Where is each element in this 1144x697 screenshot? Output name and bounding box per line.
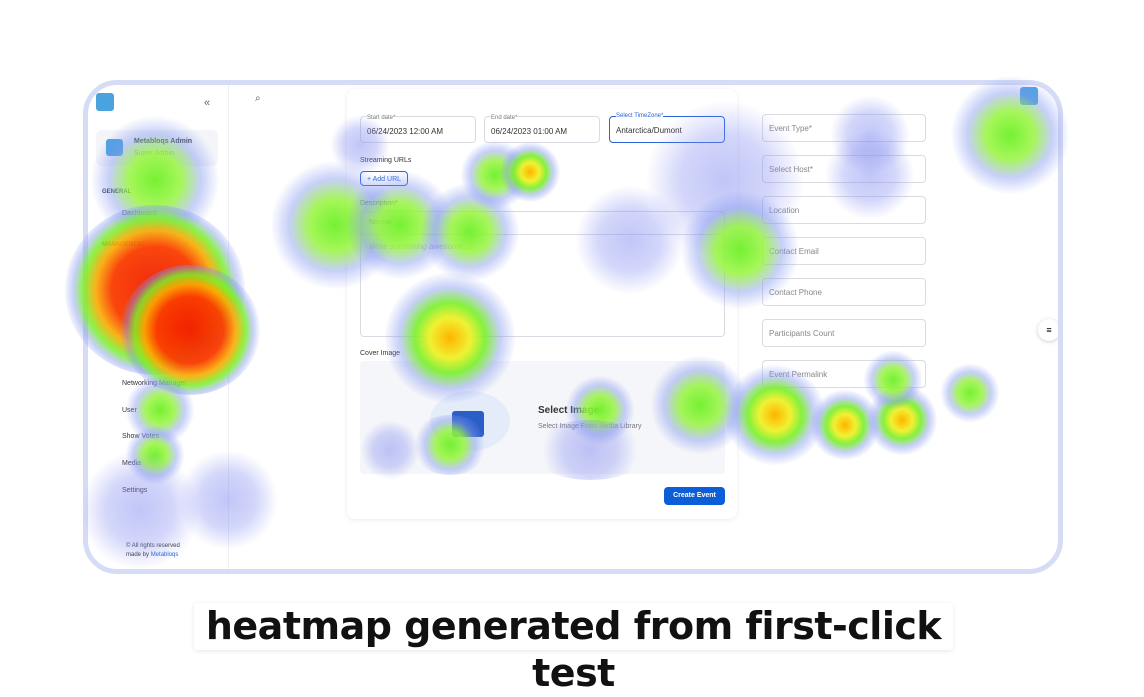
image-picker[interactable]: Select Image Select Image From Media Lib… [360,361,725,474]
company-link[interactable]: Metabloqs [150,552,179,558]
logo [1020,87,1038,105]
role: Super Admin [134,150,175,157]
rich-text-editor[interactable]: Normal Write something awesome... [360,211,725,337]
app-window: « Metabloqs Admin Super Admin GENERAL Da… [83,80,1063,574]
profile-card[interactable]: Metabloqs Admin Super Admin [96,130,218,166]
illustration-box [452,411,484,437]
sidebar: « Metabloqs Admin Super Admin GENERAL Da… [88,85,229,569]
footer-made-by: made by Metabloqs [126,552,178,558]
menu-item[interactable]: Networking Manager [122,380,187,387]
menu-item[interactable]: Show Votes [122,433,159,440]
footer-rights: © All rights reserved [126,543,180,549]
placeholder: Event Type* [769,124,812,133]
label: Cover Image [360,350,401,357]
search-icon[interactable]: ⌕ [255,93,261,104]
select-image-title: Select Image [538,405,600,416]
brand: Metabloqs Admin [134,138,193,145]
editor-placeholder: Write something awesome... [369,242,470,251]
menu-item[interactable]: Settings [122,487,148,494]
avatar [106,139,123,156]
permalink-input[interactable]: Event Permalink [762,360,926,388]
format-select[interactable]: Normal [369,219,392,226]
location-input[interactable]: Location [762,196,926,224]
field-value: 06/24/2023 12:00 AM [367,127,444,136]
button-text: Add URL [372,176,402,183]
menu-item[interactable]: Dashboard [122,210,157,217]
event-type-select[interactable]: Event Type* [762,114,926,142]
made-by: made by [126,552,150,558]
host-select[interactable]: Select Host* [762,155,926,183]
placeholder: Participants Count [769,329,835,338]
start-date[interactable]: Start date* 06/24/2023 12:00 AM [360,115,476,143]
select-image-hint: Select Image From Media Library [538,423,642,430]
section-title: MANAGEMENT [102,242,146,248]
section-title: GENERAL [102,189,132,195]
participants-input[interactable]: Participants Count [762,319,926,347]
placeholder: Select Host* [769,165,814,174]
field-label: Start date* [367,115,396,121]
email-input[interactable]: Contact Email [762,237,926,265]
placeholder: Contact Email [769,247,819,256]
menu-item[interactable]: User [122,407,137,414]
placeholder: Location [769,206,800,215]
field-label: End date* [491,115,518,121]
end-date[interactable]: End date* 06/24/2023 01:00 AM [484,115,600,143]
collapse-icon[interactable]: « [204,97,211,109]
caption: heatmap generated from first-click test [194,603,953,695]
label: Streaming URLs [360,157,412,164]
menu-item[interactable]: Media [122,460,142,467]
logo [96,93,114,111]
label: Description* [360,200,398,207]
add-url-button[interactable]: + Add URL [360,171,408,186]
field-label: Select TimeZone* [616,113,664,119]
field-value: 06/24/2023 01:00 AM [491,127,568,136]
active-menu-item[interactable] [96,255,220,279]
settings-fab[interactable]: ≡ [1038,319,1058,341]
field-value: Antarctica/Dumont [616,126,682,135]
placeholder: Contact Phone [769,288,822,297]
create-event-button[interactable]: Create Event [664,487,725,505]
placeholder: Event Permalink [769,370,828,379]
editor-toolbar: Normal [361,212,724,235]
timezone-select[interactable]: Select TimeZone* Antarctica/Dumont [609,113,725,143]
phone-input[interactable]: Contact Phone [762,278,926,306]
